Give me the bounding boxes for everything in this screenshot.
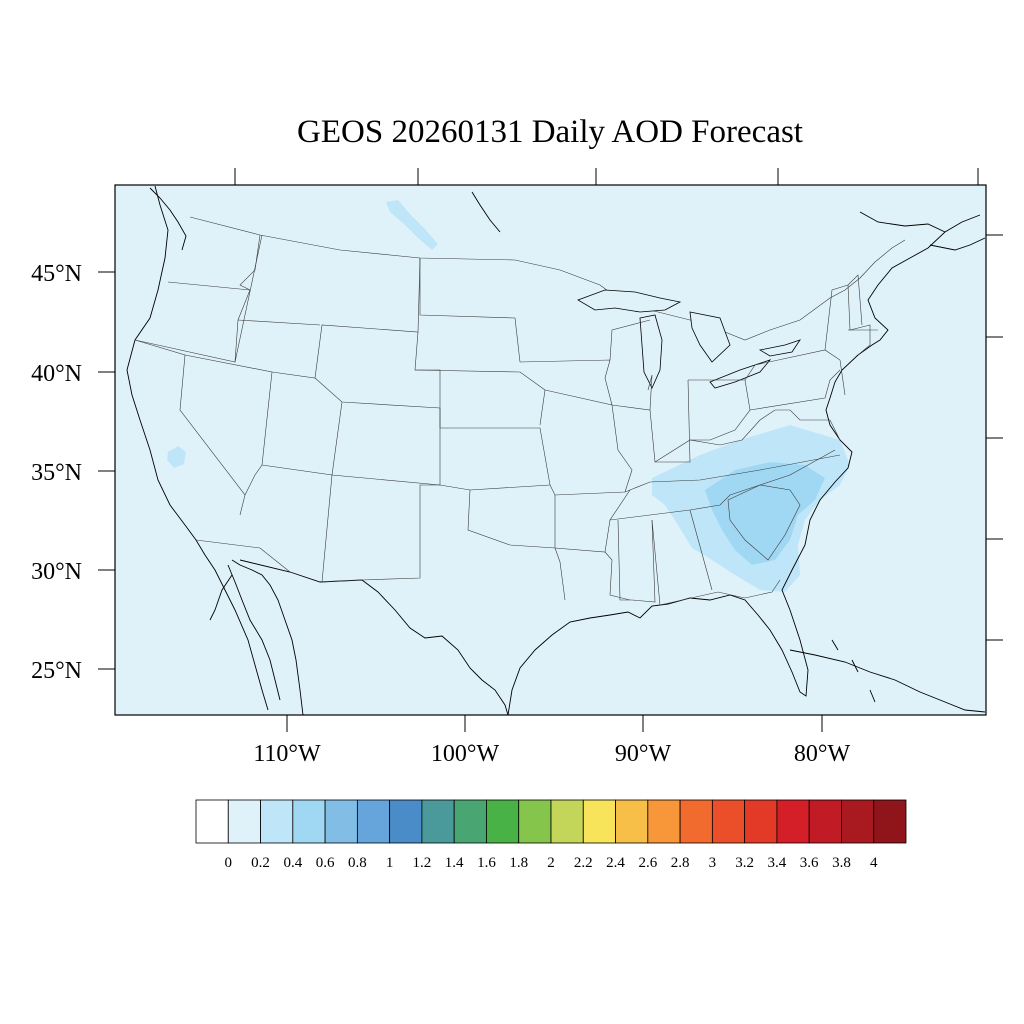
- aod-montana: [386, 200, 438, 250]
- lon-label-80: 80°W: [794, 741, 851, 767]
- colorbar-swatch: [518, 799, 552, 844]
- colorbar: 0 0.2 0.4 0.6 0.8 1 1.2 1.4 1.6 1.8 2 2.2 2.4 2.6 2.8 3…: [195, 799, 907, 871]
- colorbar-label: 0.8: [348, 855, 367, 871]
- colorbar-label: 1.6: [477, 855, 496, 871]
- us-coastline: [126, 185, 981, 716]
- colorbar-swatch: [260, 799, 294, 844]
- colorbar-swatch: [615, 799, 649, 844]
- lake-superior: [577, 289, 682, 313]
- lake-michigan: [639, 314, 663, 389]
- colorbar-swatch: [453, 799, 487, 844]
- colorbar-label: 4: [870, 855, 878, 871]
- right-axis-ticks: [986, 234, 1003, 641]
- lake-erie: [709, 359, 772, 389]
- aod-shading: [167, 200, 850, 592]
- lon-label-90: 90°W: [615, 741, 672, 767]
- colorbar-swatch: [841, 799, 875, 844]
- colorbar-label: 2.8: [671, 855, 690, 871]
- colorbar-label: 2.4: [606, 855, 625, 871]
- colorbar-label: 0.6: [316, 855, 335, 871]
- colorbar-label: 2: [547, 855, 555, 871]
- aod-southeast-inner: [705, 462, 825, 565]
- colorbar-swatch: [292, 799, 326, 844]
- colorbar-label: 3.6: [800, 855, 819, 871]
- colorbar-swatch: [421, 799, 455, 844]
- colorbar-swatch: [744, 799, 778, 844]
- colorbar-swatch: [776, 799, 810, 844]
- colorbar-swatch: [808, 799, 842, 844]
- lat-label-35: 35°N: [31, 460, 82, 486]
- colorbar-swatch: [227, 799, 261, 844]
- map-panel: 45°N 40°N 35°N 30°N 25°N 110°W 100°W 90°…: [31, 168, 1003, 767]
- aod-california: [167, 446, 186, 468]
- bahamas-coastline: [831, 639, 876, 703]
- colorbar-swatch: [389, 799, 423, 844]
- colorbar-label: 0.4: [283, 855, 302, 871]
- left-axis-ticks: [98, 271, 115, 670]
- colorbar-label: 3.8: [832, 855, 851, 871]
- colorbar-swatch: [195, 799, 229, 844]
- colorbar-swatch: [356, 799, 391, 844]
- colorbar-swatch: [582, 799, 616, 844]
- colorbar-label: 2.6: [638, 855, 657, 871]
- colorbar-label: 2.2: [574, 855, 593, 871]
- lon-label-100: 100°W: [431, 741, 500, 767]
- colorbar-swatch: [647, 799, 681, 844]
- lat-label-40: 40°N: [31, 361, 82, 387]
- colorbar-swatch: [873, 799, 907, 844]
- colorbar-label: 1.8: [509, 855, 528, 871]
- state-boundaries: [134, 234, 878, 606]
- baja-coastline: [209, 564, 281, 701]
- colorbar-label: 0.2: [251, 855, 270, 871]
- colorbar-label: 0: [225, 855, 233, 871]
- pacific-northwest-islands: [149, 187, 501, 251]
- canada-maritimes-coastline: [859, 211, 986, 251]
- bottom-axis-ticks: [286, 715, 823, 732]
- lake-ontario: [758, 339, 801, 357]
- lat-label-25: 25°N: [31, 658, 82, 684]
- colorbar-label: 1.4: [445, 855, 464, 871]
- lake-huron: [689, 311, 731, 363]
- colorbar-label: 1: [386, 855, 394, 871]
- colorbar-label: 3.4: [768, 855, 787, 871]
- colorbar-swatch: [711, 799, 746, 844]
- colorbar-label: 1.2: [413, 855, 432, 871]
- colorbar-swatch: [486, 799, 520, 844]
- colorbar-swatch: [679, 799, 713, 844]
- colorbar-swatch: [324, 799, 358, 844]
- colorbar-swatch: [550, 799, 584, 844]
- top-axis-ticks: [234, 168, 979, 185]
- map-title: GEOS 20260131 Daily AOD Forecast: [297, 114, 803, 150]
- cuba-coastline: [789, 649, 986, 713]
- map-frame: [114, 184, 987, 716]
- lon-label-110: 110°W: [253, 741, 321, 767]
- lat-label-45: 45°N: [31, 261, 82, 287]
- lat-label-30: 30°N: [31, 559, 82, 585]
- colorbar-label: 3.2: [735, 855, 754, 871]
- colorbar-label: 3: [709, 855, 717, 871]
